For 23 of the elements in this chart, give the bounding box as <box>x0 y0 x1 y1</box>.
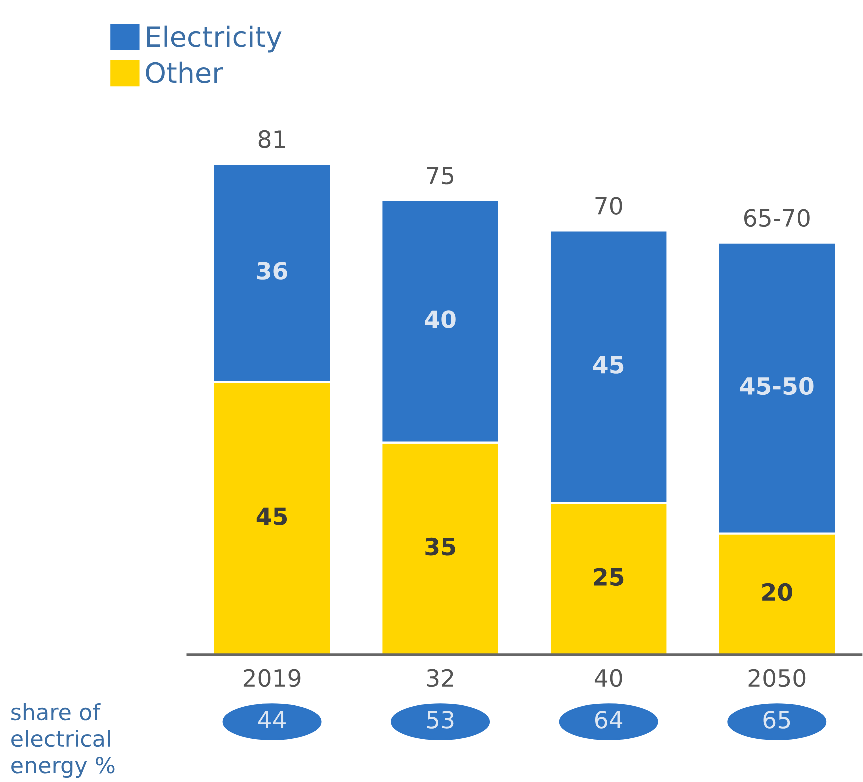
text: 53 <box>427 711 454 729</box>
text: 64 <box>595 711 623 729</box>
data-label: 45 <box>256 508 288 526</box>
total-label: 81 <box>258 130 286 148</box>
data-label: 36 <box>257 262 288 280</box>
x-tick-label: 2050 <box>748 669 806 688</box>
legend-label: Other <box>146 62 224 84</box>
data-label: 25 <box>594 568 624 586</box>
data-label: 45 <box>593 356 624 374</box>
data-label: 35 <box>426 538 456 556</box>
x-tick-label: 40 <box>594 669 622 688</box>
text: 65 <box>764 711 790 729</box>
x-tick-label: 32 <box>427 669 454 688</box>
data-label: 40 <box>425 310 456 328</box>
data-label: 45-50 <box>740 377 814 396</box>
total-label: 70 <box>596 197 622 215</box>
total-label: 65-70 <box>744 209 810 228</box>
legend-label: Electricity <box>147 26 282 53</box>
total-label: 75 <box>427 167 454 185</box>
text: 44 <box>258 711 286 729</box>
text: share of electrical energy % <box>12 703 115 778</box>
x-tick-label: 2019 <box>244 669 301 688</box>
data-label: 20 <box>762 583 792 602</box>
